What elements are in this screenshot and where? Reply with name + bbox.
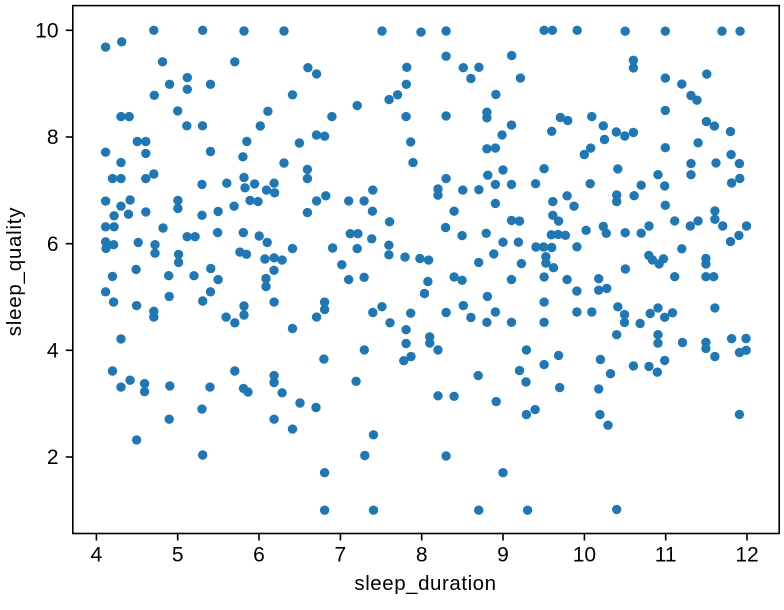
svg-text:sleep_quality: sleep_quality xyxy=(3,207,26,336)
svg-text:sleep_duration: sleep_duration xyxy=(354,572,496,595)
svg-text:6: 6 xyxy=(47,233,59,256)
svg-text:11: 11 xyxy=(655,544,677,567)
svg-text:9: 9 xyxy=(497,544,509,567)
svg-text:8: 8 xyxy=(47,126,59,149)
svg-text:8: 8 xyxy=(416,544,428,567)
svg-text:10: 10 xyxy=(35,20,58,43)
svg-text:4: 4 xyxy=(47,340,59,363)
svg-text:12: 12 xyxy=(735,544,758,567)
svg-text:7: 7 xyxy=(335,544,347,567)
svg-text:4: 4 xyxy=(91,544,103,567)
svg-text:6: 6 xyxy=(253,544,265,567)
svg-text:10: 10 xyxy=(573,544,596,567)
svg-text:2: 2 xyxy=(47,446,59,469)
svg-text:5: 5 xyxy=(172,544,184,567)
